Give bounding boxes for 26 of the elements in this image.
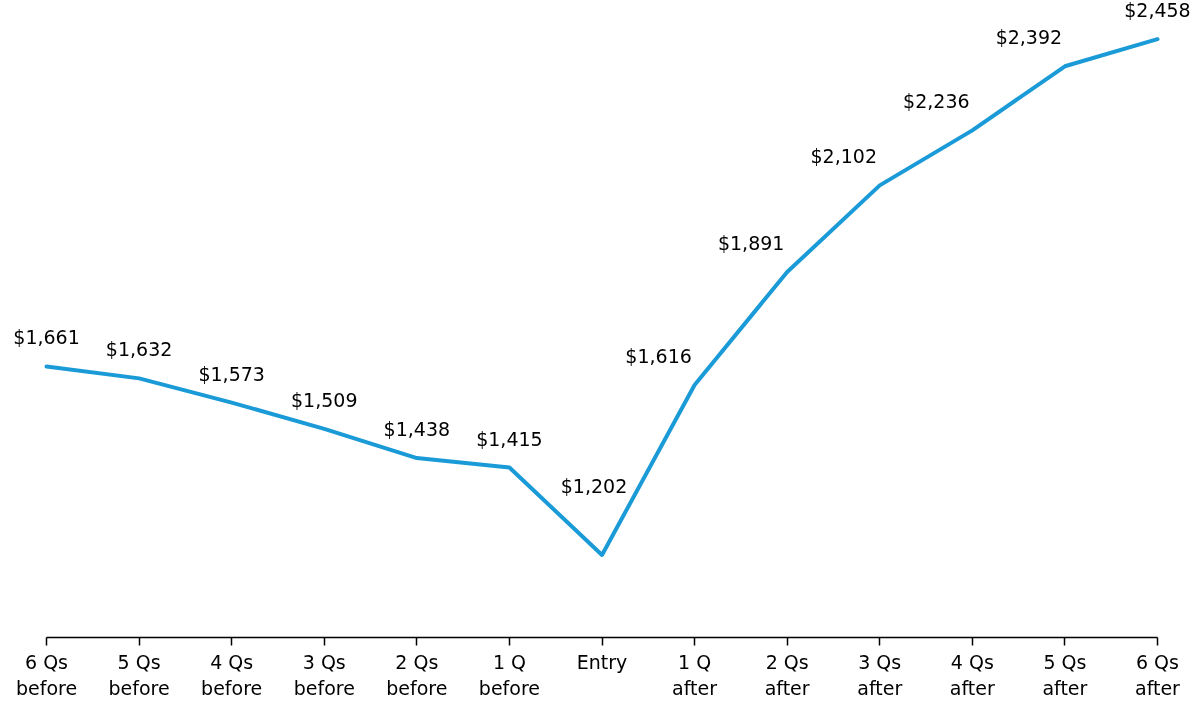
data-label: $1,415 [476, 427, 543, 450]
x-tick-label: 6 Qs before [15, 650, 78, 699]
data-label: $1,616 [625, 344, 692, 367]
x-tick-label: 5 Qs after [1042, 650, 1088, 699]
x-tick-label: 1 Q before [478, 650, 540, 699]
x-tick-label: 2 Qs after [764, 650, 810, 699]
x-tick-label: 6 Qs after [1134, 650, 1181, 699]
x-tick-label: 3 Qs before [293, 650, 355, 699]
data-label: $1,509 [291, 388, 358, 411]
x-tick-label: 5 Qs before [108, 650, 170, 699]
data-label: $1,202 [560, 474, 628, 497]
data-label: $2,458 [1124, 0, 1191, 22]
data-label: $1,661 [13, 326, 80, 349]
data-label: $1,891 [717, 232, 785, 255]
x-tick-label: 3 Qs after [857, 650, 903, 699]
data-label: $2,236 [903, 90, 970, 113]
x-tick-label: 2 Qs before [386, 650, 448, 699]
data-label: $1,632 [105, 338, 173, 361]
data-label: $1,573 [198, 362, 265, 385]
x-tick-label: 1 Q after [672, 650, 718, 699]
x-tick-label: 4 Qs after [949, 650, 995, 699]
data-label: $1,438 [383, 418, 451, 441]
x-tick-label: 4 Qs before [201, 650, 263, 699]
x-tick-label: Entry [576, 650, 628, 673]
data-label: $2,102 [810, 145, 877, 168]
data-label: $2,392 [995, 26, 1063, 49]
